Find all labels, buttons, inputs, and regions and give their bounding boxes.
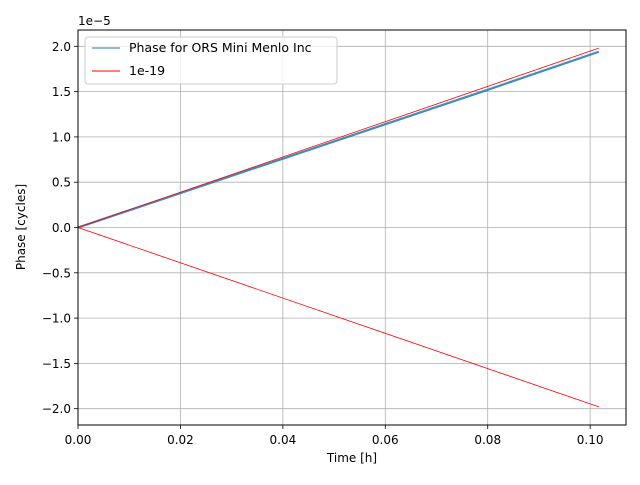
y-tick-label: −1.0 xyxy=(42,312,71,326)
legend-label-series-1: Phase for ORS Mini Menlo Inc xyxy=(129,40,312,55)
series-line-3 xyxy=(77,227,599,408)
legend-box xyxy=(84,36,338,85)
y-tick-label: 1.5 xyxy=(52,85,71,99)
x-tick-label: 0.06 xyxy=(372,433,399,447)
grid xyxy=(77,30,626,425)
x-tick-label: 0.02 xyxy=(167,433,194,447)
series-line-1 xyxy=(77,50,600,229)
x-tick-label: 0.00 xyxy=(65,433,92,447)
y-tick-label: 0.0 xyxy=(52,221,71,235)
x-tick-label: 0.04 xyxy=(270,433,297,447)
y-axis-label: Phase [cycles] xyxy=(14,184,28,270)
y-tick-label: 0.5 xyxy=(52,176,71,190)
y-tick-label: 2.0 xyxy=(52,40,71,54)
y-axis: 2.0 1.5 1.0 0.5 0.0 −0.5 −1.0 −1.5 −2.0 xyxy=(42,40,78,416)
y-tick-label: −1.5 xyxy=(42,357,71,371)
x-tick-label: 0.08 xyxy=(474,433,501,447)
y-tick-label: −2.0 xyxy=(42,402,71,416)
series-group xyxy=(77,47,600,408)
y-offset-label: 1e−5 xyxy=(78,14,111,28)
x-axis-label: Time [h] xyxy=(326,451,377,465)
plot-area xyxy=(77,29,627,426)
y-tick-label: −0.5 xyxy=(42,266,71,280)
y-tick-label: 1.0 xyxy=(52,130,71,144)
legend-label-series-2: 1e-19 xyxy=(129,63,165,78)
series-line-2 xyxy=(77,47,599,228)
x-tick-label: 0.10 xyxy=(577,433,604,447)
x-axis: 0.00 0.02 0.04 0.06 0.08 0.10 xyxy=(65,425,604,447)
legend: Phase for ORS Mini Menlo Inc 1e-19 xyxy=(84,36,338,85)
